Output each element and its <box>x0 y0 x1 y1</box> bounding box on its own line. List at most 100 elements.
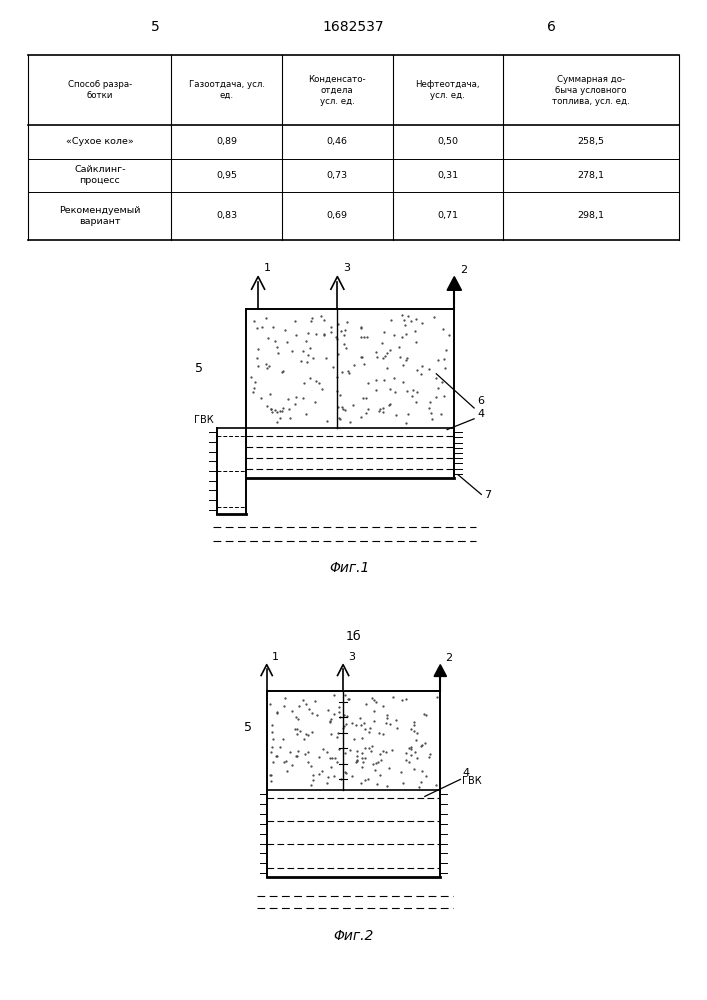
Point <box>420 707 431 723</box>
Text: 4: 4 <box>462 768 469 778</box>
Point <box>263 358 274 374</box>
Point <box>255 390 267 406</box>
Point <box>361 696 372 712</box>
Point <box>267 319 279 335</box>
Point <box>371 776 382 792</box>
Point <box>337 720 349 736</box>
Point <box>368 692 380 708</box>
Point <box>291 748 302 764</box>
Point <box>264 696 276 712</box>
Text: «Сухое коле»: «Сухое коле» <box>66 137 134 146</box>
Point <box>278 754 289 770</box>
Point <box>329 750 341 766</box>
Point <box>366 690 378 706</box>
Text: 0,50: 0,50 <box>438 137 458 146</box>
Point <box>399 312 410 328</box>
Point <box>271 404 283 420</box>
Point <box>397 374 408 390</box>
Point <box>304 701 315 717</box>
Point <box>277 731 288 747</box>
Point <box>252 320 263 336</box>
Point <box>298 731 310 747</box>
Point <box>349 731 360 747</box>
Point <box>388 327 399 343</box>
Point <box>337 401 349 417</box>
Point <box>347 397 358 413</box>
Point <box>317 381 328 397</box>
Point <box>326 319 337 335</box>
Point <box>322 744 333 760</box>
Point <box>378 372 390 388</box>
Point <box>411 311 422 327</box>
Point <box>440 342 452 358</box>
Point <box>334 709 346 725</box>
Point <box>433 380 444 396</box>
Text: 278,1: 278,1 <box>578 171 604 180</box>
Point <box>334 741 345 757</box>
Point <box>332 346 343 362</box>
Point <box>245 369 256 385</box>
Point <box>289 313 300 329</box>
Point <box>407 388 418 404</box>
Point <box>426 411 438 427</box>
Point <box>439 360 450 376</box>
Point <box>331 329 342 345</box>
Point <box>274 410 286 426</box>
Point <box>334 704 345 720</box>
Point <box>359 772 370 788</box>
Point <box>411 362 423 378</box>
Point <box>370 762 381 778</box>
Point <box>443 327 455 343</box>
Point <box>397 307 408 323</box>
Point <box>316 763 327 779</box>
Point <box>404 740 415 756</box>
Point <box>270 748 281 764</box>
Point <box>305 758 316 774</box>
Point <box>262 330 274 346</box>
Point <box>320 350 332 366</box>
Point <box>289 721 300 737</box>
Text: 6: 6 <box>547 20 556 34</box>
Point <box>409 761 420 777</box>
Point <box>264 386 276 402</box>
Point <box>410 334 421 350</box>
Point <box>373 403 385 419</box>
Point <box>289 396 300 412</box>
Point <box>387 742 398 758</box>
Point <box>375 752 386 768</box>
Point <box>409 323 421 339</box>
Point <box>342 363 354 379</box>
Point <box>370 755 382 771</box>
Point <box>416 738 427 754</box>
Point <box>295 353 306 369</box>
Point <box>404 754 415 770</box>
Point <box>339 402 351 418</box>
Point <box>275 739 286 755</box>
Point <box>286 757 298 773</box>
Point <box>402 383 413 399</box>
Point <box>257 319 268 335</box>
Point <box>377 404 388 420</box>
Point <box>366 738 378 754</box>
Point <box>389 384 400 400</box>
Text: Φиг.1: Φиг.1 <box>329 561 370 575</box>
Point <box>273 345 284 361</box>
Point <box>252 358 264 374</box>
Point <box>394 339 405 355</box>
Text: 0,46: 0,46 <box>327 137 348 146</box>
Text: Газоотдача, усл.
ед.: Газоотдача, усл. ед. <box>189 80 264 100</box>
Point <box>325 726 337 742</box>
Point <box>248 313 259 329</box>
Point <box>283 391 294 407</box>
Point <box>385 342 396 358</box>
Point <box>356 745 368 761</box>
Point <box>375 401 386 417</box>
Text: Нефтеотдача,
усл. ед.: Нефтеотдача, усл. ед. <box>416 80 480 100</box>
Point <box>431 389 442 405</box>
Point <box>298 692 309 708</box>
Point <box>416 737 428 753</box>
Text: 1682537: 1682537 <box>322 20 385 34</box>
Point <box>363 375 374 391</box>
Point <box>306 310 317 326</box>
Point <box>291 721 303 737</box>
